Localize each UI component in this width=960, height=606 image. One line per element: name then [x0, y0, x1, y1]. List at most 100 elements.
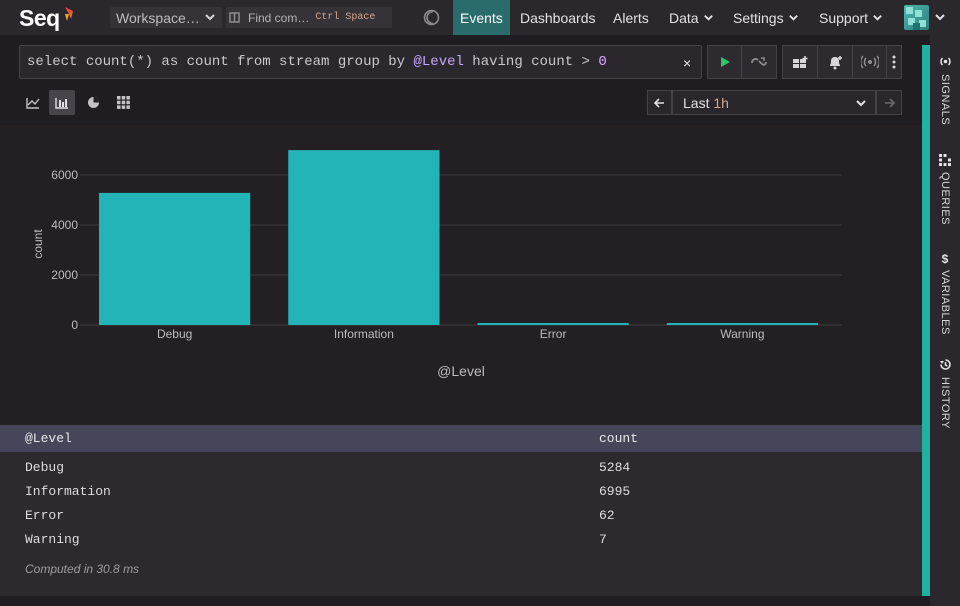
query-input[interactable]: select count(*) as count from stream gro…	[19, 45, 702, 79]
grid-icon	[116, 96, 130, 109]
nav-settings[interactable]: Settings	[733, 0, 799, 35]
timerange-value: 1h	[713, 95, 729, 111]
nav-support[interactable]: Support	[819, 0, 883, 35]
sidebar-signals-label: SIGNALS	[939, 74, 951, 126]
chart-type-table-tab[interactable]	[110, 90, 136, 115]
cell-count: 7	[599, 531, 607, 547]
nav-alerts[interactable]: Alerts	[613, 0, 649, 35]
seq-logo[interactable]: Seq	[19, 4, 73, 32]
chevron-down-icon[interactable]	[934, 12, 946, 24]
nav-data-label: Data	[669, 9, 699, 26]
more-menu-button[interactable]	[886, 45, 902, 79]
history-icon	[939, 359, 951, 370]
chart-y-ticks: 0 2000 4000 6000	[51, 168, 78, 332]
shortcut-ctrl: Ctrl	[315, 12, 340, 23]
y-tick-label: 0	[71, 318, 78, 332]
queries-grid-icon	[939, 154, 951, 166]
sidebar-item-signals[interactable]: SIGNALS	[930, 55, 960, 125]
bar-error[interactable]	[477, 323, 629, 325]
play-icon	[720, 57, 730, 67]
chart-x-ticks: Debug Information Error Warning	[157, 327, 765, 341]
chevron-down-icon	[788, 15, 798, 21]
line-chart-icon	[26, 97, 40, 109]
x-tick-label: Warning	[720, 327, 764, 341]
results-table: @Level count Debug 5284 Information 6995…	[0, 425, 922, 596]
column-header-level[interactable]: @Level	[25, 431, 72, 446]
signal-broadcast-button[interactable]	[852, 45, 887, 79]
cell-count: 6995	[599, 483, 631, 499]
query-prop: @Level	[413, 54, 464, 70]
user-avatar[interactable]	[904, 5, 929, 30]
query-fn: count(*)	[85, 54, 154, 70]
cell-level: Information	[25, 483, 111, 499]
chevron-down-icon	[856, 100, 866, 107]
bar-debug[interactable]	[99, 192, 251, 325]
logo-text: Seq	[19, 4, 60, 31]
nav-events[interactable]: Events	[453, 0, 510, 35]
sidebar-item-queries[interactable]: QUERIES	[930, 154, 960, 225]
more-vertical-icon	[892, 55, 896, 69]
right-sidebar: SIGNALS QUERIES $ VARIABLES HISTORY	[930, 35, 960, 606]
chart-bars	[99, 150, 818, 325]
nav-settings-label: Settings	[733, 9, 784, 26]
shortcut-space: Space	[345, 12, 376, 23]
svg-text:$: $	[942, 252, 949, 264]
nav-events-label: Events	[460, 9, 503, 26]
sidebar-variables-label: VARIABLES	[939, 270, 951, 335]
signal-icon	[939, 57, 951, 66]
arrow-left-icon	[654, 97, 664, 108]
arrow-right-icon	[884, 97, 895, 108]
column-header-count[interactable]: count	[599, 431, 639, 446]
query-kw2: as count from stream group by	[153, 54, 414, 70]
timerange-selector[interactable]: Last 1h	[672, 90, 876, 115]
query-num: 0	[598, 54, 607, 70]
table-row[interactable]: Warning 7	[0, 527, 922, 551]
bar-information[interactable]	[288, 150, 440, 325]
bar-warning[interactable]	[666, 323, 818, 325]
table-row[interactable]: Error 62	[0, 503, 922, 527]
chevron-down-icon	[205, 14, 215, 21]
cell-level: Debug	[25, 459, 65, 475]
theme-toggle-moon-icon[interactable]	[423, 9, 440, 26]
nav-alerts-label: Alerts	[613, 9, 649, 26]
pie-chart-icon	[87, 97, 99, 108]
clear-query-button[interactable]: ×	[683, 55, 692, 71]
chart-panel: 0 2000 4000 6000 Debug Information Error Warni…	[0, 125, 922, 425]
query-kw1: select	[27, 54, 86, 70]
find-command-input[interactable]: Find com… Ctrl Space	[226, 7, 392, 28]
chart-type-pie-tab[interactable]	[80, 90, 106, 115]
timerange-prev-button[interactable]	[647, 90, 672, 115]
chart-x-axis-label: @Level	[437, 363, 485, 379]
add-to-dashboard-button[interactable]	[782, 45, 818, 79]
table-row[interactable]: Debug 5284	[0, 455, 922, 479]
logo-flame-icon	[64, 7, 73, 21]
sidebar-item-variables[interactable]: $ VARIABLES	[930, 252, 960, 335]
workspace-label: Workspace…	[116, 9, 200, 26]
workspace-selector[interactable]: Workspace…	[110, 7, 222, 28]
table-row[interactable]: Information 6995	[0, 479, 922, 503]
chart-type-bar-tab[interactable]	[49, 90, 75, 115]
cell-level: Error	[25, 507, 65, 523]
bar-chart-icon	[55, 97, 68, 109]
run-query-button[interactable]	[707, 45, 742, 79]
cell-count: 5284	[599, 459, 631, 475]
top-navbar: Seq Workspace… Find com… Ctrl Space Even…	[0, 0, 960, 35]
x-tick-label: Information	[334, 327, 394, 341]
cell-count: 62	[599, 507, 615, 523]
find-placeholder: Find com…	[248, 10, 310, 25]
nav-support-label: Support	[819, 9, 869, 26]
y-tick-label: 6000	[51, 168, 78, 182]
nav-data[interactable]: Data	[669, 0, 714, 35]
query-kw3: having count >	[463, 54, 599, 70]
sidebar-item-history[interactable]: HISTORY	[930, 358, 960, 429]
tail-button[interactable]	[741, 45, 777, 79]
y-tick-label: 4000	[51, 218, 78, 232]
bell-add-icon	[829, 55, 842, 69]
chevron-down-icon	[873, 15, 882, 21]
nav-dashboards[interactable]: Dashboards	[520, 0, 596, 35]
add-alert-button[interactable]	[817, 45, 853, 79]
chart-type-line-tab[interactable]	[20, 90, 46, 115]
timerange-next-button[interactable]	[876, 90, 902, 115]
chart-y-axis-label: count	[31, 229, 45, 259]
dollar-icon: $	[942, 252, 949, 264]
